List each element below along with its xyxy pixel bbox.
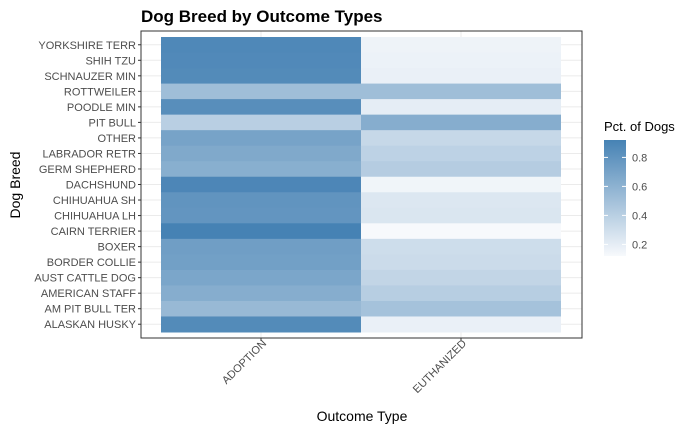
heatmap-cell — [361, 52, 561, 69]
heatmap-cell — [161, 207, 361, 224]
y-tick-label: OTHER — [98, 133, 137, 145]
legend-tick-label: 0.2 — [632, 239, 647, 251]
heatmap-cell — [361, 269, 561, 286]
x-axis-ticks: ADOPTION EUTHANIZED — [220, 338, 469, 396]
heatmap-cell — [161, 176, 361, 193]
legend-tick-label: 0.4 — [632, 210, 647, 222]
heatmap-cell — [361, 37, 561, 54]
heatmap-cell — [161, 114, 361, 131]
y-tick-label: LABRADOR RETR — [42, 148, 136, 160]
y-tick-label: BORDER COLLIE — [47, 257, 136, 269]
y-tick-label: DACHSHUND — [66, 180, 136, 192]
y-tick-label: SHIH TZU — [85, 55, 136, 67]
heatmap-cell — [161, 300, 361, 317]
heatmap-cell — [361, 300, 561, 317]
y-tick-label: AUST CATTLE DOG — [34, 273, 136, 285]
heatmap-cell — [161, 37, 361, 54]
y-tick-label: ROTTWEILER — [64, 86, 136, 98]
x-tick-label: ADOPTION — [220, 338, 269, 387]
heatmap-cell — [361, 176, 561, 193]
y-tick-label: PIT BULL — [89, 117, 137, 129]
heatmap-cell — [361, 238, 561, 255]
heatmap-cell — [161, 161, 361, 178]
heatmap-cell — [161, 145, 361, 162]
y-tick-label: SCHNAUZER MIN — [44, 71, 136, 83]
y-tick-label: GERM SHEPHERD — [39, 164, 136, 176]
y-tick-label: YORKSHIRE TERR — [38, 40, 136, 52]
y-tick-label: CAIRN TERRIER — [51, 226, 136, 238]
x-tick-label: EUTHANIZED — [411, 338, 469, 396]
heatmap-cell — [161, 130, 361, 147]
heatmap-cell — [161, 192, 361, 209]
plot-area — [140, 30, 583, 339]
heatmap-cell — [361, 130, 561, 147]
y-tick-label: CHIHUAHUA LH — [54, 211, 136, 223]
legend-title: Pct. of Dogs — [604, 119, 675, 134]
heatmap-cell — [161, 238, 361, 255]
heatmap-cell — [161, 83, 361, 100]
y-axis-ticks: YORKSHIRE TERR SHIH TZU SCHNAUZER MIN ROTTW… — [34, 40, 141, 331]
heatmap-cell — [361, 83, 561, 100]
legend-tick-label: 0.8 — [632, 152, 647, 164]
heatmap-cell — [361, 207, 561, 224]
y-axis-title: Dog Breed — [7, 152, 23, 219]
heatmap-cell — [161, 223, 361, 240]
heatmap-cell — [361, 285, 561, 302]
heatmap-cell — [361, 161, 561, 178]
y-tick-label: BOXER — [97, 242, 136, 254]
chart-title: Dog Breed by Outcome Types — [141, 7, 383, 26]
legend-tick-label: 0.6 — [632, 181, 647, 193]
heatmap-cell — [361, 68, 561, 85]
y-tick-label: AM PIT BULL TER — [45, 304, 137, 316]
heatmap-cell — [161, 52, 361, 69]
y-tick-label: AMERICAN STAFF — [41, 288, 136, 300]
x-axis-title: Outcome Type — [317, 408, 408, 424]
heatmap-cell — [361, 254, 561, 271]
color-legend: Pct. of Dogs 0.8 0.6 0.4 0.2 — [604, 119, 675, 256]
heatmap-cell — [361, 114, 561, 131]
heatmap-cell — [161, 254, 361, 271]
heatmap-cell — [161, 99, 361, 116]
heatmap-cell — [161, 316, 361, 333]
heatmap-cell — [361, 192, 561, 209]
y-tick-label: ALASKAN HUSKY — [44, 319, 136, 331]
heatmap-cell — [361, 223, 561, 240]
legend-gradient-bar — [604, 140, 626, 256]
heatmap-cell — [361, 99, 561, 116]
heatmap-cell — [161, 285, 361, 302]
heatmap-cell — [361, 316, 561, 333]
heatmap-cell — [361, 145, 561, 162]
y-tick-label: CHIHUAHUA SH — [53, 195, 136, 207]
y-tick-label: POODLE MIN — [67, 102, 136, 114]
heatmap-cell — [161, 68, 361, 85]
heatmap-cell — [161, 269, 361, 286]
